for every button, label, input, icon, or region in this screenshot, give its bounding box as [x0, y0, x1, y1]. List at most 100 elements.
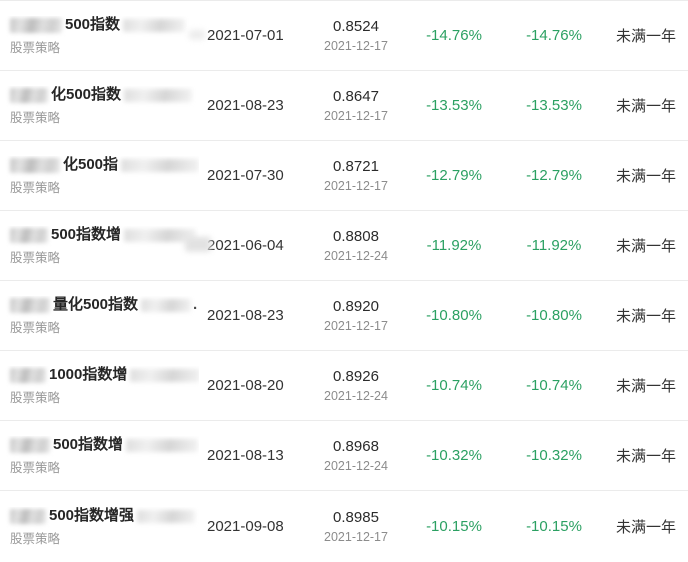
inception-date: 2021-08-20 [207, 377, 284, 394]
table-row[interactable]: 1000指数增 股票策略 2021-08-20 0.8926 2021-12-2… [0, 350, 688, 420]
fund-name: 500指数 [10, 16, 199, 34]
return-col-2: -13.53% [526, 97, 582, 114]
nav-cell: 0.8968 2021-12-24 [307, 437, 405, 474]
return-col-2: -10.32% [526, 447, 582, 464]
term-label: 未满一年 [616, 28, 677, 45]
table-row[interactable]: 500指数 股票策略 2021-07-01 0.8524 2021-12-17 … [0, 0, 688, 70]
inception-date: 2021-09-08 [207, 518, 284, 535]
redacted-fragment [189, 29, 205, 40]
strategy-label: 股票策略 [10, 532, 61, 546]
fund-name: 量化500指数 ... [10, 296, 199, 314]
nav-date: 2021-12-17 [324, 179, 388, 193]
return-col-2: -14.76% [526, 27, 582, 44]
return-col-1: -12.79% [426, 167, 482, 184]
nav-cell: 0.8524 2021-12-17 [307, 17, 405, 54]
strategy-label: 股票策略 [10, 251, 61, 265]
fund-name: 500指数增 [10, 226, 199, 244]
strategy-label: 股票策略 [10, 461, 61, 475]
table-row[interactable]: 500指数增 股票策略 2021-08-13 0.8968 2021-12-24… [0, 420, 688, 490]
nav-value: 0.8647 [333, 88, 379, 105]
fund-name: 500指数增强 [10, 507, 199, 525]
fund-name-visible: 500指数增 [51, 226, 122, 243]
fund-name-cell[interactable]: 1000指数增 股票策略 [0, 366, 199, 405]
return-col-2: -12.79% [526, 167, 582, 184]
redacted-name-prefix [10, 17, 62, 33]
table-row[interactable]: 量化500指数 ... 股票策略 2021-08-23 0.8920 2021-… [0, 280, 688, 350]
fund-name-visible: 500指数 [65, 16, 121, 33]
nav-date: 2021-12-24 [324, 389, 388, 403]
return-col-1: -11.92% [426, 237, 482, 254]
term-label: 未满一年 [616, 448, 677, 465]
nav-date: 2021-12-24 [324, 459, 388, 473]
redacted-name-prefix [10, 367, 46, 383]
inception-date-text: 2021-06-04 [207, 237, 284, 254]
inception-date-text: 2021-07-01 [207, 27, 284, 44]
term-label: 未满一年 [616, 378, 677, 395]
redacted-name-prefix [10, 227, 48, 243]
redacted-name-suffix [137, 509, 196, 523]
fund-name-cell[interactable]: 量化500指数 ... 股票策略 [0, 296, 199, 335]
return-col-2: -11.92% [526, 237, 582, 254]
strategy-label: 股票策略 [10, 111, 61, 125]
return-col-1: -14.76% [426, 27, 482, 44]
redacted-name-suffix [124, 88, 193, 102]
fund-name-cell[interactable]: 500指数增强 股票策略 [0, 507, 199, 546]
term-label: 未满一年 [616, 238, 677, 255]
fund-name-cell[interactable]: 化500指 股票策略 [0, 156, 199, 195]
return-col-1: -10.80% [426, 307, 482, 324]
redacted-name-prefix [10, 87, 48, 103]
return-col-1: -10.15% [426, 518, 482, 535]
fund-name: 500指数增 [10, 436, 199, 454]
inception-date: 2021-07-30 [207, 167, 284, 184]
redacted-name-suffix [124, 228, 197, 242]
table-row[interactable]: 化500指 股票策略 2021-07-30 0.8721 2021-12-17 … [0, 140, 688, 210]
fund-name-visible: 化500指数 [51, 86, 122, 103]
redacted-name-suffix [121, 158, 199, 172]
nav-date: 2021-12-17 [324, 109, 388, 123]
truncation-ellipsis: ... [193, 296, 199, 313]
strategy-label: 股票策略 [10, 391, 61, 405]
fund-name-visible: 500指数增 [53, 436, 124, 453]
nav-value: 0.8968 [333, 438, 379, 455]
nav-cell: 0.8926 2021-12-24 [307, 367, 405, 404]
redacted-name-prefix [10, 508, 46, 524]
table-row[interactable]: 500指数增 股票策略 2021-06-04 0.8808 2021-12-24… [0, 210, 688, 280]
fund-name-visible: 1000指数增 [49, 366, 128, 383]
nav-cell: 0.8985 2021-12-17 [307, 508, 405, 545]
return-col-1: -13.53% [426, 97, 482, 114]
table-row[interactable]: 500指数增强 股票策略 2021-09-08 0.8985 2021-12-1… [0, 490, 688, 562]
redacted-name-prefix [10, 297, 50, 313]
fund-name-cell[interactable]: 500指数 股票策略 [0, 16, 199, 55]
table-row[interactable]: 化500指数 股票策略 2021-08-23 0.8647 2021-12-17… [0, 70, 688, 140]
fund-name: 化500指 [10, 156, 199, 174]
redacted-fragment [185, 236, 211, 252]
redacted-name-prefix [10, 157, 60, 173]
fund-name-cell[interactable]: 500指数增 股票策略 [0, 436, 199, 475]
fund-name-visible: 化500指 [63, 156, 119, 173]
nav-date: 2021-12-24 [324, 249, 388, 263]
term-label: 未满一年 [616, 519, 677, 536]
redacted-name-suffix [130, 368, 199, 382]
return-col-2: -10.74% [526, 377, 582, 394]
return-col-1: -10.32% [426, 447, 482, 464]
nav-value: 0.8721 [333, 158, 379, 175]
return-col-1: -10.74% [426, 377, 482, 394]
nav-value: 0.8926 [333, 368, 379, 385]
nav-date: 2021-12-17 [324, 319, 388, 333]
redacted-name-prefix [10, 437, 50, 453]
redacted-name-suffix [123, 18, 186, 32]
term-label: 未满一年 [616, 98, 677, 115]
redacted-name-suffix [141, 298, 192, 312]
inception-date: 2021-08-23 [207, 307, 284, 324]
term-label: 未满一年 [616, 308, 677, 325]
fund-name-cell[interactable]: 化500指数 股票策略 [0, 86, 199, 125]
nav-value: 0.8524 [333, 18, 379, 35]
inception-date: 2021-07-01 [189, 27, 307, 44]
nav-value: 0.8920 [333, 298, 379, 315]
strategy-label: 股票策略 [10, 181, 61, 195]
inception-date: 2021-08-23 [207, 97, 284, 114]
nav-value: 0.8985 [333, 509, 379, 526]
fund-name-cell[interactable]: 500指数增 股票策略 [0, 226, 199, 265]
strategy-label: 股票策略 [10, 41, 61, 55]
term-label: 未满一年 [616, 168, 677, 185]
